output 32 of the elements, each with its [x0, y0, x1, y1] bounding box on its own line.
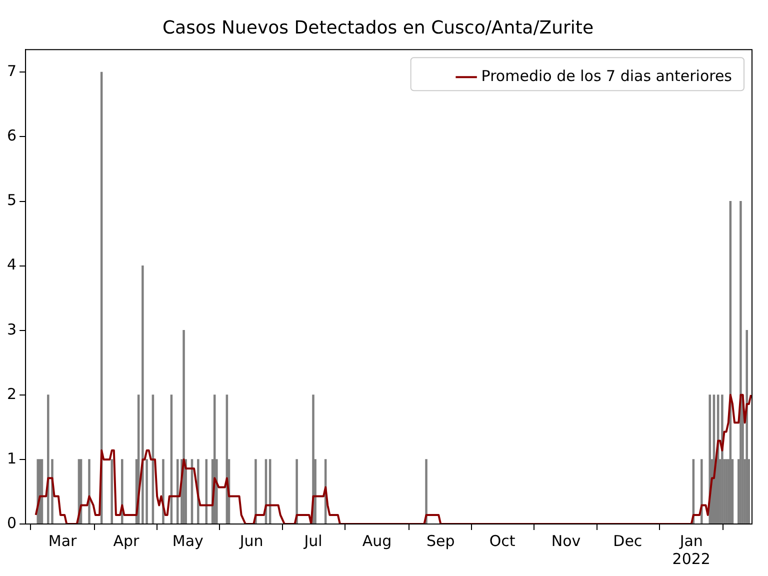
- bar: [425, 459, 428, 524]
- y-tick-label: 0: [6, 514, 17, 532]
- bar: [700, 459, 703, 524]
- x-tick-label: Nov: [551, 532, 581, 550]
- y-tick-label: 2: [6, 384, 17, 403]
- y-tick-label: 7: [6, 62, 17, 80]
- x-tick-label: Oct: [489, 532, 516, 550]
- x-tick-label: Sep: [426, 532, 455, 550]
- bar: [182, 330, 185, 524]
- legend-label: Promedio de los 7 dias anteriores: [481, 66, 732, 85]
- bar: [254, 459, 257, 524]
- y-tick-label: 5: [6, 191, 17, 210]
- bar: [47, 394, 50, 524]
- x-tick-label: Dec: [613, 532, 642, 550]
- y-tick-label: 3: [6, 320, 17, 338]
- bar: [110, 459, 113, 524]
- x-tick-label: Jun: [238, 532, 264, 550]
- x-tick-label: May: [172, 532, 204, 550]
- bar: [740, 200, 742, 524]
- bar: [746, 330, 748, 524]
- x-tick-label: Mar: [48, 532, 78, 550]
- x-tick-label: Jan 2022: [672, 532, 710, 568]
- x-tick-label: Jul: [303, 532, 322, 550]
- y-tick-label: 4: [6, 256, 17, 274]
- x-tick-label: Aug: [362, 532, 392, 550]
- y-tick-label: 1: [6, 449, 17, 468]
- bar: [296, 459, 298, 524]
- bar: [88, 459, 90, 524]
- x-tick-label: Apr: [113, 532, 140, 550]
- y-tick-label: 6: [6, 126, 17, 145]
- bar: [142, 265, 144, 524]
- chart-title: Casos Nuevos Detectados en Cusco/Anta/Zurite: [162, 17, 594, 38]
